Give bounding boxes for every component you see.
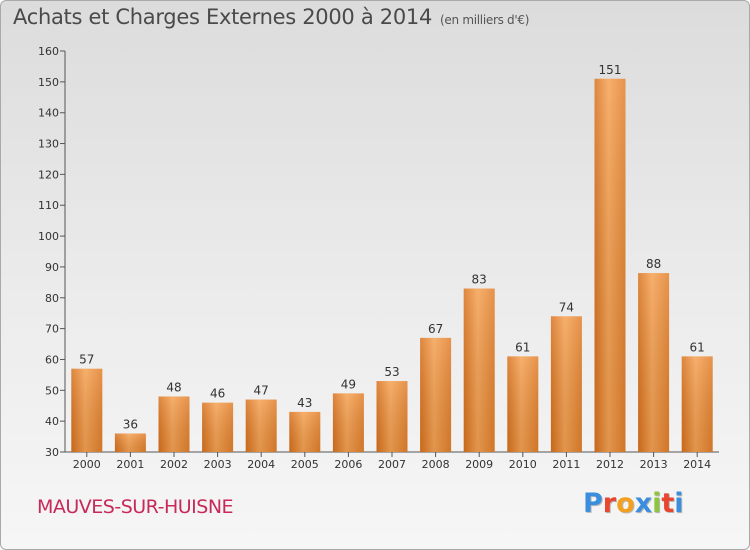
logo-letter: o: [616, 488, 635, 519]
chart-subtitle: (en milliers d'€): [440, 13, 530, 27]
bar-shade: [507, 356, 539, 452]
bar-shade: [550, 316, 582, 452]
x-tick-label: 2002: [160, 458, 188, 471]
bar-value-label: 48: [166, 380, 181, 394]
bar-value-label: 88: [646, 257, 661, 271]
bar-value-label: 61: [515, 340, 530, 354]
bar-shade: [289, 411, 321, 452]
bar-value-label: 57: [79, 353, 94, 367]
town-label: MAUVES-SUR-HUISNE: [37, 496, 234, 518]
y-tick-label: 70: [45, 323, 59, 336]
x-tick-label: 2014: [683, 458, 711, 471]
bar-value-label: 53: [384, 365, 399, 379]
y-tick-label: 50: [45, 384, 59, 397]
bar-shade: [638, 273, 670, 452]
y-tick-label: 120: [38, 168, 59, 181]
x-tick-label: 2010: [509, 458, 537, 471]
y-tick-label: 160: [38, 45, 59, 58]
bar-shade: [332, 393, 364, 452]
logo-letter: t: [661, 488, 675, 519]
logo-letter: P: [583, 488, 603, 519]
x-tick-label: 2012: [596, 458, 624, 471]
y-axis: 30 40 50 60 70 80 90 100 110 120 130 140 150 160: [38, 45, 66, 459]
bar-value-label: 47: [254, 384, 269, 398]
x-tick-label: 2001: [116, 458, 144, 471]
x-tick-label: 2009: [465, 458, 493, 471]
y-tick-label: 110: [38, 199, 59, 212]
bar-shade: [594, 78, 626, 452]
x-tick-label: 2003: [204, 458, 232, 471]
bar-value-label: 67: [428, 322, 443, 336]
y-tick-label: 150: [38, 76, 59, 89]
bar-shade: [114, 433, 146, 452]
bar-shade: [420, 337, 452, 452]
bar-shade: [376, 381, 408, 452]
y-tick-label: 40: [45, 415, 59, 428]
bar-shade: [245, 399, 277, 452]
logo-letter: x: [634, 488, 653, 519]
x-tick-label: 2011: [552, 458, 580, 471]
bar-value-label: 49: [341, 377, 356, 391]
x-tick-label: 2006: [334, 458, 362, 471]
bar-shade: [158, 396, 190, 452]
bar-shade: [71, 368, 103, 452]
chart-title: Achats et Charges Externes 2000 à 2014 (e…: [13, 5, 529, 29]
chart-title-main: Achats et Charges Externes 2000 à 2014: [13, 5, 433, 29]
y-tick-label: 130: [38, 138, 59, 151]
y-tick-label: 60: [45, 353, 59, 366]
y-tick-label: 90: [45, 261, 59, 274]
logo-letter: i: [674, 488, 684, 519]
y-tick-label: 80: [45, 292, 59, 305]
bar-shade: [202, 402, 234, 452]
bar-value-label: 36: [123, 417, 138, 431]
y-tick-label: 100: [38, 230, 59, 243]
proxiti-logo: Proxiti: [583, 488, 684, 519]
bar-value-label: 83: [472, 273, 487, 287]
bar-value-label: 61: [690, 340, 705, 354]
bar-value-label: 151: [599, 63, 622, 77]
bar-shade: [681, 356, 713, 452]
x-tick-label: 2013: [640, 458, 668, 471]
x-axis: 2000 2001 2002 2003 2004 2005 2006 2007 2008 2009…: [65, 451, 719, 471]
bar-value-label: 46: [210, 387, 225, 401]
x-tick-label: 2005: [291, 458, 319, 471]
bars: 57 36 48 46 47 43 49 53 67 83 61 74 151 88 61: [71, 63, 713, 452]
y-tick-label: 140: [38, 107, 59, 120]
logo-letter: i: [652, 488, 662, 519]
bar-value-label: 43: [297, 396, 312, 410]
y-tick-label: 30: [45, 446, 59, 459]
x-tick-label: 2008: [422, 458, 450, 471]
x-tick-label: 2007: [378, 458, 406, 471]
logo-letter: r: [602, 488, 617, 519]
x-tick-label: 2004: [247, 458, 275, 471]
x-tick-label: 2000: [73, 458, 101, 471]
bar-value-label: 74: [559, 300, 574, 314]
bar-shade: [463, 288, 495, 452]
